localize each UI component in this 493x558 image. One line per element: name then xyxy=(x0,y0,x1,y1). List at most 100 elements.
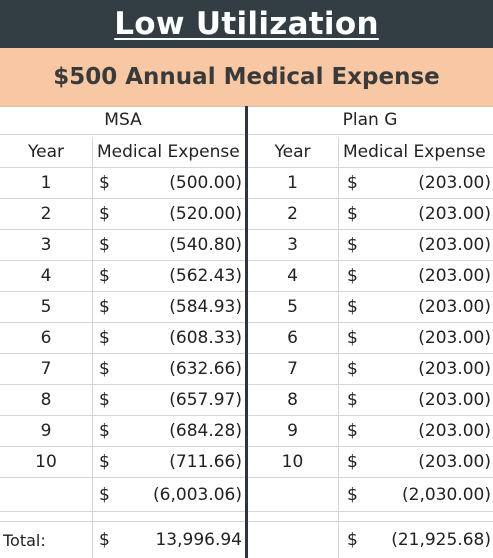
plan-g-year-cell[interactable]: 1 xyxy=(247,168,339,198)
msa-sum-value: (6,003.06) xyxy=(153,484,242,505)
msa-year-cell[interactable]: 4 xyxy=(0,261,93,291)
amount-value: (203.00) xyxy=(418,235,491,255)
plan-g-year-cell[interactable]: 10 xyxy=(247,447,339,477)
msa-expense-cell[interactable]: $ (684.28) xyxy=(93,416,247,446)
plan-g-expense-cell[interactable]: $ (203.00) xyxy=(339,385,493,415)
empty-cell[interactable] xyxy=(339,512,493,521)
amount-value: (584.93) xyxy=(169,297,242,317)
msa-expense-cell[interactable]: $ (520.00) xyxy=(93,199,247,229)
plan-g-expense-cell[interactable]: $ (203.00) xyxy=(339,354,493,384)
currency-symbol: $ xyxy=(99,204,110,224)
msa-expense-cell[interactable]: $ (608.33) xyxy=(93,323,247,353)
page-subtitle: $500 Annual Medical Expense xyxy=(53,64,440,90)
plan-g-year-cell[interactable]: 4 xyxy=(247,261,339,291)
msa-year-cell[interactable]: 5 xyxy=(0,292,93,322)
msa-empty-cell[interactable] xyxy=(0,478,93,511)
msa-year-cell[interactable]: 9 xyxy=(0,416,93,446)
currency-symbol: $ xyxy=(99,530,110,550)
plan-g-expense-cell[interactable]: $ (203.00) xyxy=(339,168,493,198)
currency-symbol: $ xyxy=(347,328,358,348)
plan-g-expense-cell[interactable]: $ (203.00) xyxy=(339,230,493,260)
amount-value: (540.80) xyxy=(169,235,242,255)
plan-g-year-header[interactable]: Year xyxy=(247,137,339,167)
currency-symbol: $ xyxy=(347,204,358,224)
msa-year-header[interactable]: Year xyxy=(0,137,93,167)
plan-g-expense-cell[interactable]: $ (203.00) xyxy=(339,292,493,322)
msa-expense-cell[interactable]: $ (657.97) xyxy=(93,385,247,415)
msa-year-cell[interactable]: 2 xyxy=(0,199,93,229)
plan-g-year-cell[interactable]: 8 xyxy=(247,385,339,415)
msa-expense-cell[interactable]: $ (562.43) xyxy=(93,261,247,291)
column-divider xyxy=(245,106,248,558)
empty-cell[interactable] xyxy=(0,512,93,521)
plan-g-expense-cell[interactable]: $ (203.00) xyxy=(339,261,493,291)
amount-value: (632.66) xyxy=(169,359,242,379)
currency-symbol: $ xyxy=(347,484,358,505)
empty-cell[interactable] xyxy=(247,512,339,521)
msa-expense-cell[interactable]: $ (500.00) xyxy=(93,168,247,198)
amount-value: (203.00) xyxy=(418,328,491,348)
plan-g-sum-cell[interactable]: $ (2,030.00) xyxy=(339,478,493,511)
msa-year-cell[interactable]: 1 xyxy=(0,168,93,198)
plan-g-year-cell[interactable]: 7 xyxy=(247,354,339,384)
currency-symbol: $ xyxy=(99,452,110,472)
amount-value: (203.00) xyxy=(418,173,491,193)
plan-g-expense-cell[interactable]: $ (203.00) xyxy=(339,199,493,229)
plan-g-year-cell[interactable]: 2 xyxy=(247,199,339,229)
msa-expense-cell[interactable]: $ (632.66) xyxy=(93,354,247,384)
msa-sum-cell[interactable]: $ (6,003.06) xyxy=(93,478,247,511)
plan-g-group-header[interactable]: Plan G xyxy=(342,110,398,130)
amount-value: (203.00) xyxy=(418,266,491,286)
msa-year-cell[interactable]: 7 xyxy=(0,354,93,384)
plan-g-expense-cell[interactable]: $ (203.00) xyxy=(339,447,493,477)
amount-value: (711.66) xyxy=(169,452,242,472)
amount-value: (500.00) xyxy=(169,173,242,193)
msa-total-value: 13,996.94 xyxy=(155,530,242,550)
currency-symbol: $ xyxy=(347,421,358,441)
currency-symbol: $ xyxy=(347,173,358,193)
amount-value: (203.00) xyxy=(418,421,491,441)
plan-g-year-cell[interactable]: 9 xyxy=(247,416,339,446)
plan-g-total-empty-cell[interactable] xyxy=(247,522,339,558)
amount-value: (203.00) xyxy=(418,390,491,410)
currency-symbol: $ xyxy=(99,328,110,348)
currency-symbol: $ xyxy=(99,235,110,255)
amount-value: (608.33) xyxy=(169,328,242,348)
plan-g-year-cell[interactable]: 5 xyxy=(247,292,339,322)
msa-group-header[interactable]: MSA xyxy=(0,106,247,134)
plan-g-expense-cell[interactable]: $ (203.00) xyxy=(339,323,493,353)
plan-g-total-cell[interactable]: $ (21,925.68) xyxy=(339,522,493,558)
currency-symbol: $ xyxy=(99,390,110,410)
plan-g-total-value: (21,925.68) xyxy=(391,530,491,550)
currency-symbol: $ xyxy=(347,359,358,379)
plan-g-sum-value: (2,030.00) xyxy=(402,484,491,505)
currency-symbol: $ xyxy=(99,266,110,286)
amount-value: (203.00) xyxy=(418,204,491,224)
msa-year-cell[interactable]: 6 xyxy=(0,323,93,353)
currency-symbol: $ xyxy=(99,359,110,379)
msa-expense-cell[interactable]: $ (540.80) xyxy=(93,230,247,260)
plan-g-year-cell[interactable]: 6 xyxy=(247,323,339,353)
currency-symbol: $ xyxy=(99,421,110,441)
msa-year-cell[interactable]: 3 xyxy=(0,230,93,260)
currency-symbol: $ xyxy=(99,297,110,317)
plan-g-expense-header[interactable]: Medical Expense xyxy=(343,142,486,162)
msa-expense-cell[interactable]: $ (711.66) xyxy=(93,447,247,477)
msa-year-cell[interactable]: 10 xyxy=(0,447,93,477)
msa-year-cell[interactable]: 8 xyxy=(0,385,93,415)
empty-cell[interactable] xyxy=(93,512,247,521)
msa-expense-cell[interactable]: $ (584.93) xyxy=(93,292,247,322)
total-label[interactable]: Total: xyxy=(0,522,93,558)
amount-value: (562.43) xyxy=(169,266,242,286)
currency-symbol: $ xyxy=(347,390,358,410)
amount-value: (203.00) xyxy=(418,452,491,472)
amount-value: (520.00) xyxy=(169,204,242,224)
plan-g-empty-cell[interactable] xyxy=(247,478,339,511)
amount-value: (203.00) xyxy=(418,297,491,317)
plan-g-expense-cell[interactable]: $ (203.00) xyxy=(339,416,493,446)
currency-symbol: $ xyxy=(347,297,358,317)
plan-g-year-cell[interactable]: 3 xyxy=(247,230,339,260)
subtitle-banner: $500 Annual Medical Expense xyxy=(0,48,493,107)
msa-expense-header[interactable]: Medical Expense xyxy=(93,137,247,167)
msa-total-cell[interactable]: $13,996.94 xyxy=(93,522,247,558)
